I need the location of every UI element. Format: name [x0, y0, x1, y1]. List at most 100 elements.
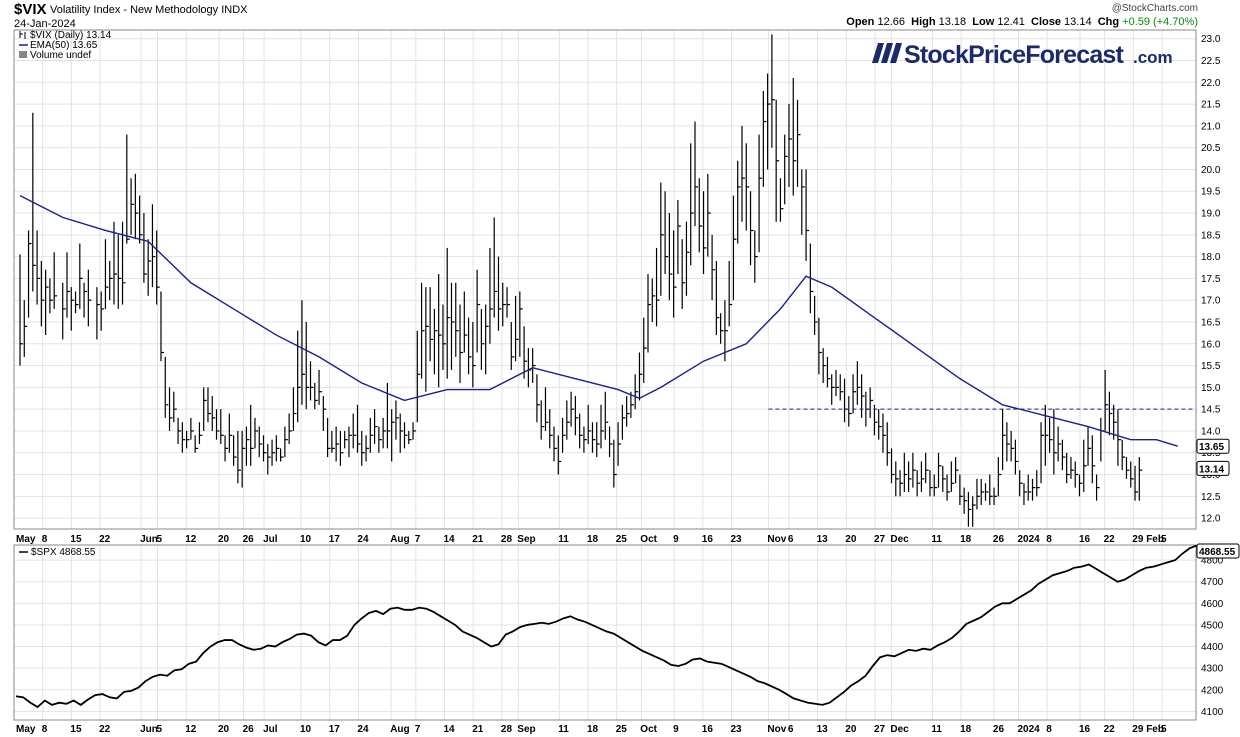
x-tick-label: 20 [845, 534, 857, 545]
ohlc-bar [234, 435, 237, 466]
ohlc-bar [195, 435, 198, 452]
ohlc-bar [712, 235, 715, 300]
x-tick-label: 25 [616, 534, 628, 545]
ohlc-bar [939, 453, 942, 488]
ohlc-bar [212, 396, 215, 431]
ohlc-bar [921, 461, 924, 492]
ohlc-bar [281, 448, 284, 461]
ohlc-bar [537, 374, 540, 422]
x-tick-label: 28 [501, 724, 513, 735]
ohlc-bar [964, 488, 967, 514]
ohlc-bar [968, 492, 971, 527]
vix-y-tick: 22.0 [1201, 78, 1221, 89]
ohlc-bar [904, 453, 907, 492]
ohlc-bar [131, 178, 134, 235]
ohlc-bar [272, 440, 275, 466]
ohlc-bar [1024, 483, 1027, 505]
ohlc-bar [221, 409, 224, 444]
ohlc-bar [357, 405, 360, 453]
x-tick-label: 15 [70, 534, 82, 545]
ohlc-bar [862, 374, 865, 418]
ohlc-bar [832, 374, 835, 405]
ohlc-bar [50, 278, 53, 313]
ohlc-bar [332, 431, 335, 453]
ohlc-bar [289, 414, 292, 445]
ohlc-bar [1015, 440, 1018, 475]
x-tick-label: 14 [444, 724, 456, 735]
ohlc-bar [1118, 409, 1121, 466]
x-tick-label: 8 [42, 724, 48, 735]
x-tick-label: Jul [263, 724, 278, 735]
ohlc-bar [721, 313, 724, 344]
x-tick-label: Nov [767, 724, 786, 735]
ohlc-bar [494, 217, 497, 317]
vix-gridlines [14, 30, 1196, 529]
vix-y-tick: 14.0 [1201, 426, 1221, 437]
x-tick-label: 5 [157, 534, 163, 545]
x-tick-label: Jul [263, 534, 278, 545]
x-tick-label: 8 [42, 534, 48, 545]
ohlc-bar [913, 453, 916, 488]
x-tick-label: 20 [845, 724, 857, 735]
ohlc-bar [144, 213, 147, 283]
x-tick-label: 17 [329, 534, 341, 545]
x-tick-label: May [16, 534, 36, 545]
spx-legend-entry: $SPX 4868.55 [31, 547, 96, 558]
x-tick-label: 21 [472, 534, 484, 545]
ohlc-bar [123, 222, 126, 305]
ohlc-bar [1092, 435, 1095, 483]
ohlc-bar [1003, 409, 1006, 470]
ohlc-bar [716, 261, 719, 335]
ohlc-bar [951, 461, 954, 492]
x-tick-label: 10 [300, 724, 312, 735]
ohlc-bar [772, 34, 775, 147]
x-tick-label: 16 [1079, 534, 1091, 545]
vix-y-tick: 12.0 [1201, 514, 1221, 525]
ohlc-bar [1109, 392, 1112, 436]
ohlc-bar [849, 396, 852, 427]
ohlc-bar [622, 405, 625, 440]
ohlc-bar [1105, 370, 1108, 431]
ohlc-bar [118, 235, 121, 309]
ema-value-tag-text: 13.65 [1199, 442, 1224, 453]
vix-y-tick: 19.5 [1201, 187, 1221, 198]
ohlc-bar [1126, 457, 1129, 479]
vix-y-tick: 21.5 [1201, 100, 1221, 111]
ohlc-bar [80, 244, 83, 309]
x-tick-label: Jun [140, 534, 158, 545]
vix-y-tick: 18.0 [1201, 252, 1221, 263]
ohlc-bar [456, 283, 459, 357]
x-tick-label: 25 [616, 724, 628, 735]
x-tick-label: 16 [702, 534, 714, 545]
ohlc-bar [127, 135, 130, 244]
ohlc-bar [990, 475, 993, 506]
x-tick-label: 10 [300, 534, 312, 545]
ohlc-bar [644, 318, 647, 383]
ohlc-bar [528, 348, 531, 387]
spx-y-tick: 4100 [1201, 707, 1224, 718]
ohlc-bar [1011, 431, 1014, 462]
ohlc-bar [909, 461, 912, 492]
logo: StockPriceForecast .com [872, 41, 1173, 69]
x-tick-label: 5 [1161, 534, 1167, 545]
ohlc-bar [618, 422, 621, 466]
ohlc-bar [887, 422, 890, 466]
ohlc-bar [392, 409, 395, 461]
ohlc-bar [934, 475, 937, 497]
ohlc-bar [409, 431, 412, 444]
x-tick-label: 20 [218, 534, 230, 545]
spx-y-tick: 4600 [1201, 599, 1224, 610]
vix-y-tick: 14.5 [1201, 405, 1221, 416]
ohlc-bar [1007, 422, 1010, 461]
ohlc-bar [708, 174, 711, 257]
ohlc-bar [20, 254, 23, 365]
spx-y-tick: 4300 [1201, 664, 1224, 675]
ohlc-bar [148, 239, 151, 296]
x-tick-label: 11 [931, 724, 942, 735]
ohlc-bar [571, 392, 574, 427]
ohlc-bar [836, 370, 839, 396]
ohlc-bar [627, 396, 630, 427]
x-tick-label: 17 [329, 724, 341, 735]
logo-suffix: .com [1133, 48, 1173, 67]
x-tick-label: 16 [702, 724, 714, 735]
